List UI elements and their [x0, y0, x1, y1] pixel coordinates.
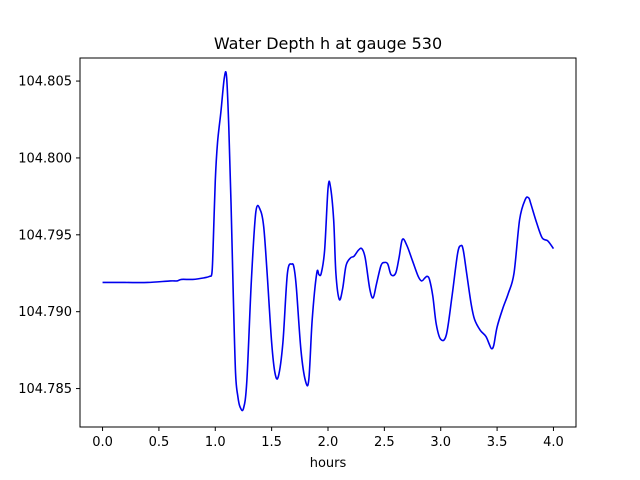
series-layer	[102, 70, 555, 412]
series-line-0	[102, 70, 555, 412]
x-tick-label: 3.0	[430, 435, 451, 450]
chart-title: Water Depth h at gauge 530	[214, 34, 442, 53]
x-tick-label: 4.0	[543, 435, 564, 450]
x-tick-label: 3.5	[487, 435, 508, 450]
x-tick-label: 2.5	[374, 435, 395, 450]
x-axis-ticks: 0.0 0.5 1.0 1.5 2.0 2.5 3.0 3.5 4.0	[92, 427, 564, 450]
x-tick-label: 1.0	[205, 435, 226, 450]
y-tick-label: 104.790	[18, 305, 72, 320]
y-axis-ticks: 104.785 104.790 104.795 104.800 104.805	[18, 75, 80, 397]
y-tick-label: 104.805	[18, 75, 72, 90]
x-axis-label: hours	[310, 456, 347, 471]
x-tick-label: 0.0	[92, 435, 113, 450]
y-tick-label: 104.800	[18, 151, 72, 166]
x-tick-label: 1.5	[261, 435, 282, 450]
y-tick-label: 104.795	[18, 228, 72, 243]
x-tick-label: 0.5	[149, 435, 170, 450]
y-tick-label: 104.785	[18, 382, 72, 397]
x-tick-label: 2.0	[318, 435, 339, 450]
